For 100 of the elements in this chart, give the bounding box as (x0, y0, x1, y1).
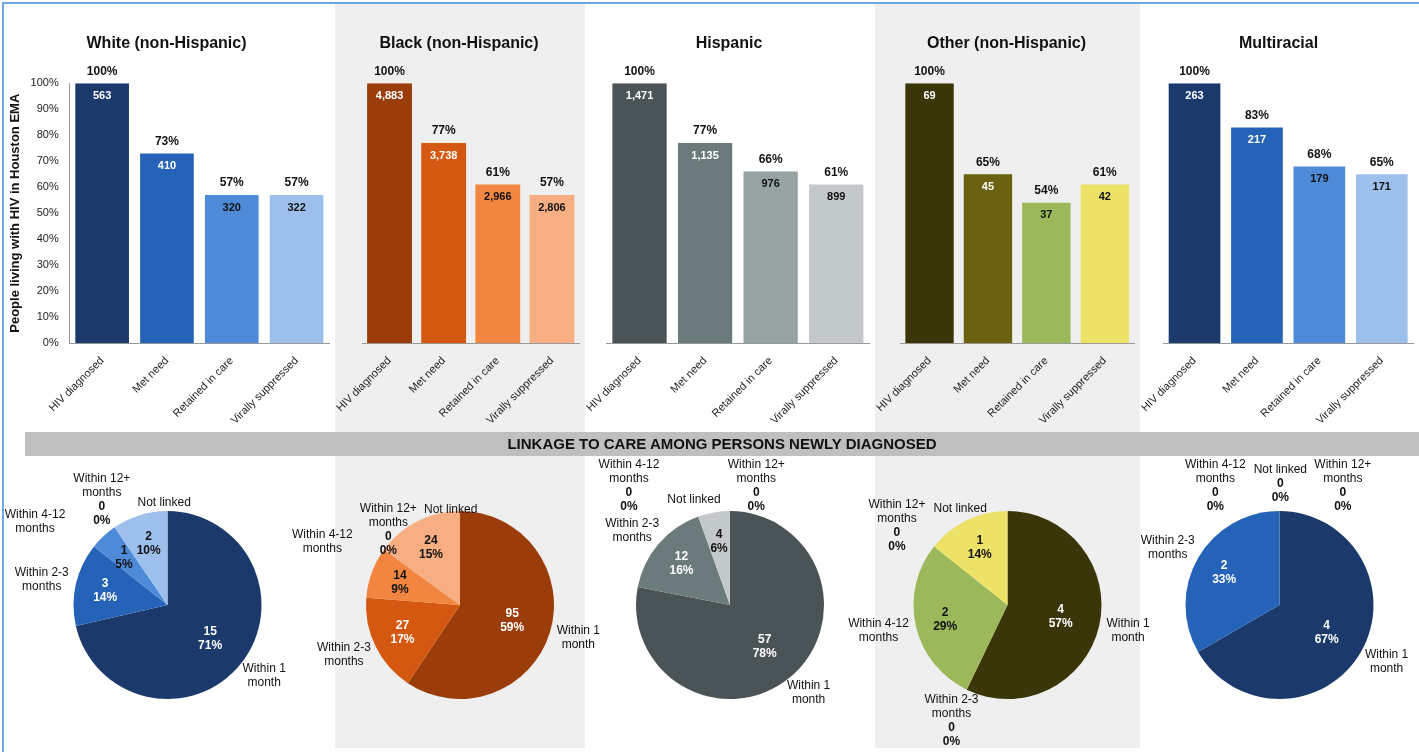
text: LINKAGE TO CARE AMONG PERSONS NEWLY DIAGNOSED (25, 432, 1419, 456)
text: 0 0% (93, 498, 111, 527)
annotation: 2,966 (484, 190, 512, 203)
data-label: 100% (624, 63, 656, 78)
data-label: 66% (758, 151, 783, 166)
data-label: 1 14% (967, 532, 993, 561)
bar (421, 143, 467, 344)
annotation: 1,471 (625, 88, 654, 101)
chart-title: White (non-Hispanic) (86, 34, 247, 52)
data-label: 100% (374, 63, 406, 78)
annotation: 1,135 (691, 148, 719, 161)
annotation: 4,883 (375, 88, 404, 101)
data-label: 54% (1034, 183, 1059, 198)
data-label: 95 59% (500, 606, 525, 635)
slice-label: Not linked (667, 491, 721, 506)
annotation: 976 (761, 177, 780, 190)
data-label: 68% (1307, 146, 1332, 161)
y-tick-label: 50% (36, 206, 59, 219)
data-label: 12 16% (669, 548, 694, 577)
annotation: 320 (222, 200, 241, 213)
data-label: 4 57% (1048, 602, 1073, 631)
annotation: 410 (157, 158, 177, 171)
annotation: 45 (981, 179, 995, 192)
annotation: 37 (1040, 208, 1053, 221)
data-label: 61% (485, 164, 511, 179)
data-label: 2 29% (933, 604, 958, 633)
data-label: 27 17% (390, 618, 415, 647)
y-tick-label: 40% (36, 232, 59, 245)
data-label: 4 6% (710, 527, 729, 556)
data-label: 100% (1179, 63, 1211, 78)
y-tick-label: 90% (36, 102, 59, 115)
slice-label: Within 4-12 months (848, 615, 910, 644)
annotation: 2,806 (538, 200, 566, 213)
bar (1080, 184, 1129, 344)
bar (367, 83, 412, 344)
slice-label: Not linked (423, 501, 478, 516)
y-tick-label: 0% (42, 336, 59, 349)
data-label: 77% (693, 123, 718, 138)
annotation: 217 (1247, 132, 1267, 145)
slice-label: Within 1 month (242, 661, 287, 690)
category-label: Within 12+ months (73, 470, 131, 499)
bar (809, 184, 864, 344)
data-label: 61% (1092, 164, 1118, 179)
text: 0 0% (620, 485, 638, 514)
data-label: 100% (86, 63, 118, 78)
annotation: 171 (1372, 179, 1391, 192)
annotation: 69 (923, 88, 936, 101)
data-label: 100% (914, 63, 946, 78)
category-label: Within 12+ months (868, 496, 926, 525)
chart-title: Multiracial (1238, 34, 1319, 52)
bar (269, 195, 324, 344)
data-label: 4 67% (1314, 617, 1340, 646)
y-tick-label: 80% (36, 128, 59, 141)
annotation: 322 (287, 200, 306, 213)
slice-label: Within 2-3 months (316, 640, 372, 669)
category-label: Within 12+ months (1314, 457, 1372, 486)
chart-title: Other (non-Hispanic) (926, 34, 1087, 52)
annotation: 563 (92, 88, 112, 101)
chart-title: Hispanic (695, 34, 763, 52)
annotation: 42 (1098, 190, 1111, 203)
text: 0 0% (888, 524, 906, 553)
slice-label: Within 1 month (1364, 647, 1409, 676)
data-label: 1 5% (115, 543, 134, 572)
y-tick-label: 60% (36, 180, 59, 193)
y-tick-label: 70% (36, 154, 59, 167)
data-label: 2 10% (136, 529, 161, 558)
bar (140, 153, 194, 344)
data-label: 57% (539, 175, 565, 190)
annotation: 179 (1310, 171, 1329, 184)
category-label: Not linked (1253, 462, 1308, 477)
annotation: 263 (1185, 88, 1204, 101)
slice-label: Within 4-12 months (4, 506, 66, 535)
bar (75, 83, 129, 344)
bar (612, 83, 667, 344)
y-tick-label: 20% (36, 284, 59, 297)
data-label: 57% (219, 175, 245, 190)
y-tick-label: 30% (36, 258, 59, 271)
bar (963, 174, 1013, 344)
slice-label: Within 2-3 months (605, 516, 660, 544)
category-label: Within 12+ months (359, 501, 417, 530)
bar (905, 83, 954, 344)
y-tick-label: 100% (30, 76, 59, 89)
bar (1168, 83, 1221, 344)
data-label: 57% (284, 175, 309, 190)
annotation: 3,738 (429, 148, 458, 161)
data-label: 61% (824, 164, 849, 179)
y-tick-label: 10% (36, 310, 59, 323)
text: 0 0% (1334, 485, 1352, 514)
slice-label: Within 1 month (1106, 615, 1151, 644)
slice-label: Within 1 month (786, 678, 831, 707)
bar (204, 195, 259, 344)
slice-label: Within 2-3 months (14, 564, 70, 593)
y-axis-title: People living with HIV in Houston EMA (7, 93, 23, 333)
data-label: 65% (975, 154, 1001, 169)
bar (529, 195, 575, 344)
chart-title: Black (non-Hispanic) (379, 34, 539, 52)
slice-label: Not linked (137, 495, 191, 510)
data-label: 57 78% (752, 632, 777, 661)
annotation: 899 (827, 190, 846, 203)
data-label: 65% (1369, 154, 1395, 169)
